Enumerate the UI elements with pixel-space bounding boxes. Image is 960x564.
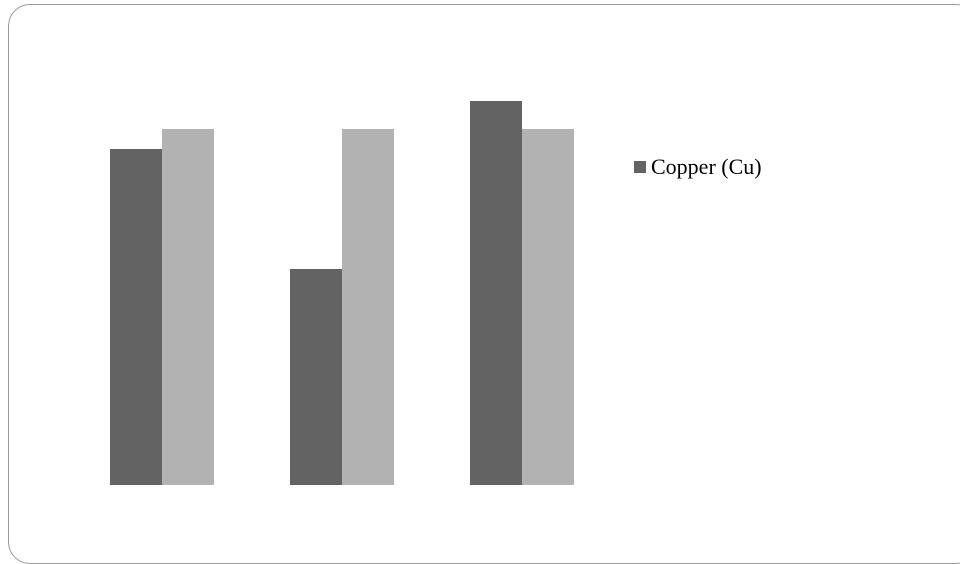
legend-label-copper: Copper (Cu) — [651, 154, 762, 179]
bar-series1-group1 — [110, 149, 162, 485]
legend-swatch-copper — [634, 161, 646, 173]
bar-series2-group1 — [162, 129, 214, 485]
bar-series1-group2 — [290, 269, 342, 485]
bar-chart — [110, 101, 574, 485]
bar-series2-group2 — [342, 129, 394, 485]
slide: Copper (Cu) — [8, 4, 960, 564]
legend: Copper (Cu) — [634, 154, 784, 180]
bar-series1-group3 — [470, 101, 522, 485]
bar-series2-group3 — [522, 129, 574, 485]
